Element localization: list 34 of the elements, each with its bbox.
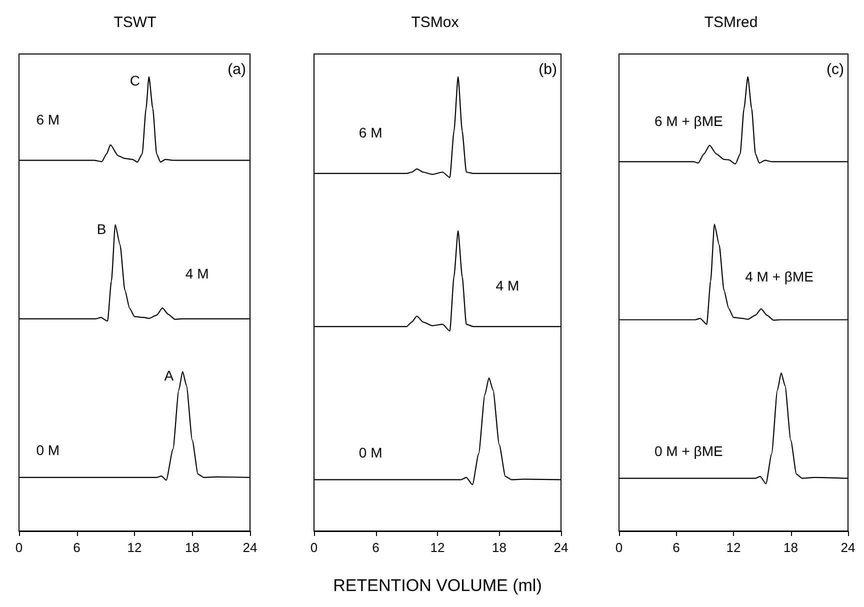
series-label: 6 M + βME (654, 112, 723, 129)
x-tick-label: 24 (242, 540, 258, 555)
text: 6 M (358, 124, 382, 141)
x-tick-label: 0 (15, 540, 23, 555)
x-tick-label: 12 (127, 540, 142, 555)
x-tick-label: 24 (554, 540, 568, 555)
text: 4 M (185, 265, 209, 282)
text: 4 M (496, 278, 520, 294)
x-tick-label: 18 (784, 540, 798, 555)
x-tick-label: 6 (73, 540, 80, 555)
chart-title: TSMred (704, 14, 758, 31)
x-tick-label: 18 (185, 540, 200, 555)
annotation: A (164, 368, 174, 384)
x-axis-title: RETENTION VOLUME (ml) (333, 576, 542, 595)
chart-title: TSWT (114, 14, 156, 31)
x-tick-label: 12 (726, 540, 741, 555)
series-label: 0 M (358, 444, 382, 460)
x-tick-label: 0 (310, 540, 318, 555)
chart-title: TSMox (411, 14, 460, 31)
x-tick-label: 18 (492, 540, 506, 555)
text: 6 M (36, 111, 60, 128)
annotation: (a) (228, 61, 246, 78)
x-tick-label: 12 (430, 540, 445, 555)
x-tick-label: 6 (672, 540, 680, 555)
annotation: (b) (538, 61, 558, 78)
annotation: B (96, 220, 106, 237)
annotation: C (130, 72, 140, 89)
series-label: 4 M + βME (745, 268, 814, 285)
x-tick-label: 6 (372, 540, 380, 555)
x-tick-label: 24 (840, 540, 856, 555)
x-tick-label: 0 (615, 540, 623, 555)
series-label: 0 M + βME (654, 443, 723, 460)
annotation: (c) (826, 61, 844, 78)
series-label: 0 M (36, 442, 60, 458)
